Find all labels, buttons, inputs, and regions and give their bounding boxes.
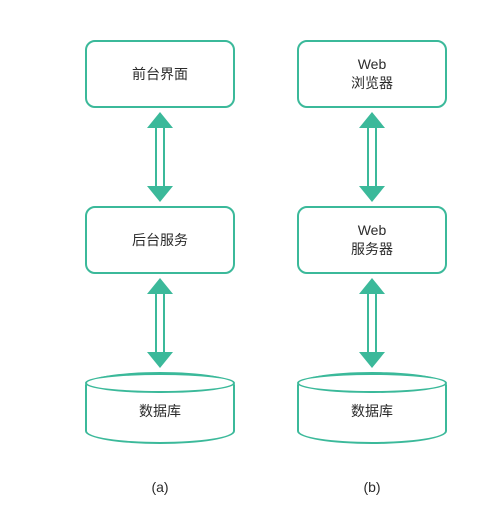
a-top-label: 前台界面 xyxy=(132,65,188,84)
b-bottom-label: 数据库 xyxy=(351,402,393,421)
diagram-canvas: 前台界面后台服务数据库 (a) Web浏览器 Web服务器数据库 (b) xyxy=(0,0,500,521)
col-b: Web浏览器 Web服务器数据库 (b) xyxy=(272,0,472,521)
a-arrow-1 xyxy=(147,112,173,202)
b-arrow-1 xyxy=(359,112,385,202)
b-bottom: 数据库 xyxy=(297,372,447,444)
col-a-caption: (a) xyxy=(151,479,168,495)
col-a: 前台界面后台服务数据库 (a) xyxy=(60,0,260,521)
b-mid-label: Web服务器 xyxy=(351,221,393,259)
arrow-shaft xyxy=(367,294,377,352)
arrow-head-down-icon xyxy=(359,352,385,368)
arrow-head-down-icon xyxy=(147,186,173,202)
arrow-head-up-icon xyxy=(147,112,173,128)
b-top-label: Web浏览器 xyxy=(351,55,393,93)
b-top: Web浏览器 xyxy=(297,40,447,108)
arrow-shaft xyxy=(367,128,377,186)
arrow-shaft xyxy=(155,128,165,186)
arrow-head-up-icon xyxy=(359,278,385,294)
a-mid-label: 后台服务 xyxy=(132,231,188,250)
arrow-head-up-icon xyxy=(359,112,385,128)
arrow-head-down-icon xyxy=(359,186,385,202)
arrow-head-up-icon xyxy=(147,278,173,294)
a-bottom: 数据库 xyxy=(85,372,235,444)
arrow-head-down-icon xyxy=(147,352,173,368)
a-arrow-2 xyxy=(147,278,173,368)
a-top: 前台界面 xyxy=(85,40,235,108)
arrow-shaft xyxy=(155,294,165,352)
a-mid: 后台服务 xyxy=(85,206,235,274)
col-b-caption: (b) xyxy=(363,479,380,495)
b-mid: Web服务器 xyxy=(297,206,447,274)
b-arrow-2 xyxy=(359,278,385,368)
a-bottom-label: 数据库 xyxy=(139,402,181,421)
